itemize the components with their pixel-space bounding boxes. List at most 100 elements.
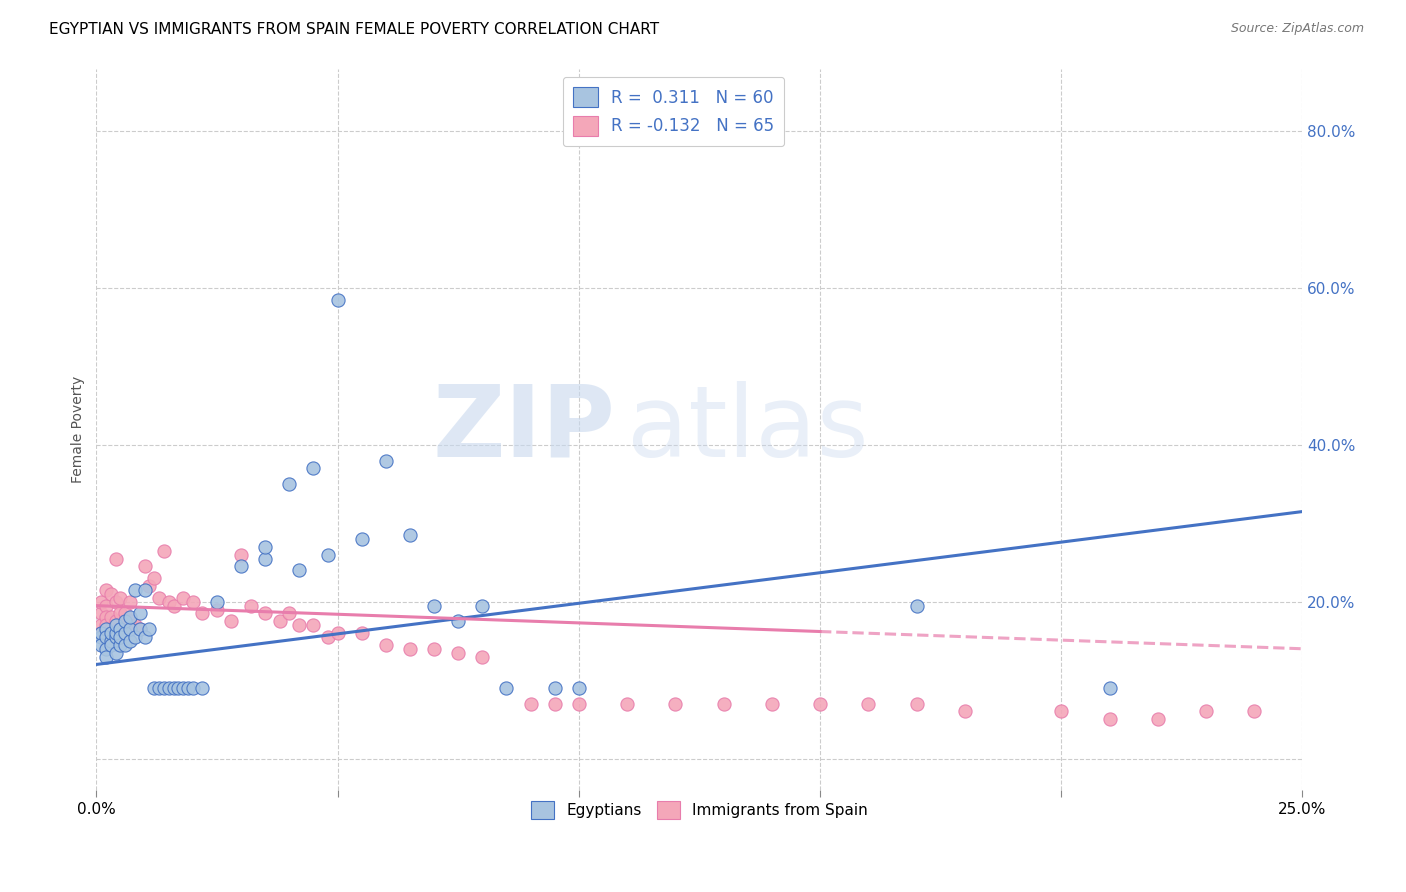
Point [100,626,122,640]
Point [447,646,470,660]
Point [229,559,252,574]
Point [471,599,494,613]
Point [616,697,638,711]
Point [110,607,132,621]
Point [90,626,112,640]
Point [713,697,735,711]
Y-axis label: Female Poverty: Female Poverty [72,376,86,483]
Point [374,453,396,467]
Point [316,548,339,562]
Point [110,630,132,644]
Point [254,551,277,566]
Point [172,591,194,605]
Point [120,622,142,636]
Point [104,551,127,566]
Point [423,641,446,656]
Point [316,630,339,644]
Point [153,543,176,558]
Point [471,649,494,664]
Text: Source: ZipAtlas.com: Source: ZipAtlas.com [1230,22,1364,36]
Point [288,563,311,577]
Point [104,626,127,640]
Point [761,697,783,711]
Point [143,681,166,695]
Point [177,681,200,695]
Point [104,595,127,609]
Point [205,602,228,616]
Point [100,622,122,636]
Point [326,293,349,307]
Point [104,615,127,629]
Point [447,615,470,629]
Point [120,595,142,609]
Point [120,615,142,629]
Legend: Egyptians, Immigrants from Spain: Egyptians, Immigrants from Spain [524,795,875,826]
Point [1098,712,1121,726]
Point [495,681,517,695]
Point [148,681,170,695]
Point [568,681,591,695]
Point [167,681,190,695]
Point [905,599,928,613]
Point [162,681,184,695]
Point [953,705,976,719]
Point [858,697,880,711]
Point [114,615,136,629]
Point [302,461,325,475]
Point [114,638,136,652]
Point [120,610,142,624]
Point [278,477,301,491]
Point [104,630,127,644]
Point [100,610,122,624]
Point [104,646,127,660]
Point [544,697,567,711]
Point [94,622,117,636]
Point [326,626,349,640]
Point [269,615,291,629]
Point [153,681,176,695]
Point [110,622,132,636]
Point [94,599,117,613]
Point [399,528,422,542]
Point [94,630,117,644]
Point [399,641,422,656]
Text: ZIP: ZIP [432,381,614,478]
Point [114,607,136,621]
Point [114,622,136,636]
Point [94,649,117,664]
Point [1098,681,1121,695]
Point [278,607,301,621]
Point [157,681,180,695]
Point [172,681,194,695]
Point [100,587,122,601]
Point [90,638,112,652]
Point [1243,705,1265,719]
Point [90,630,112,644]
Point [239,599,262,613]
Point [90,618,112,632]
Text: EGYPTIAN VS IMMIGRANTS FROM SPAIN FEMALE POVERTY CORRELATION CHART: EGYPTIAN VS IMMIGRANTS FROM SPAIN FEMALE… [49,22,659,37]
Point [423,599,446,613]
Point [128,622,150,636]
Point [124,618,146,632]
Point [110,638,132,652]
Point [134,582,156,597]
Point [124,630,146,644]
Point [664,697,686,711]
Point [205,595,228,609]
Point [124,582,146,597]
Point [143,571,166,585]
Point [374,638,396,652]
Point [191,607,214,621]
Point [90,626,112,640]
Point [110,591,132,605]
Point [302,618,325,632]
Point [94,618,117,632]
Point [181,595,204,609]
Point [128,622,150,636]
Point [90,607,112,621]
Point [94,582,117,597]
Point [254,607,277,621]
Point [138,622,160,636]
Point [568,697,591,711]
